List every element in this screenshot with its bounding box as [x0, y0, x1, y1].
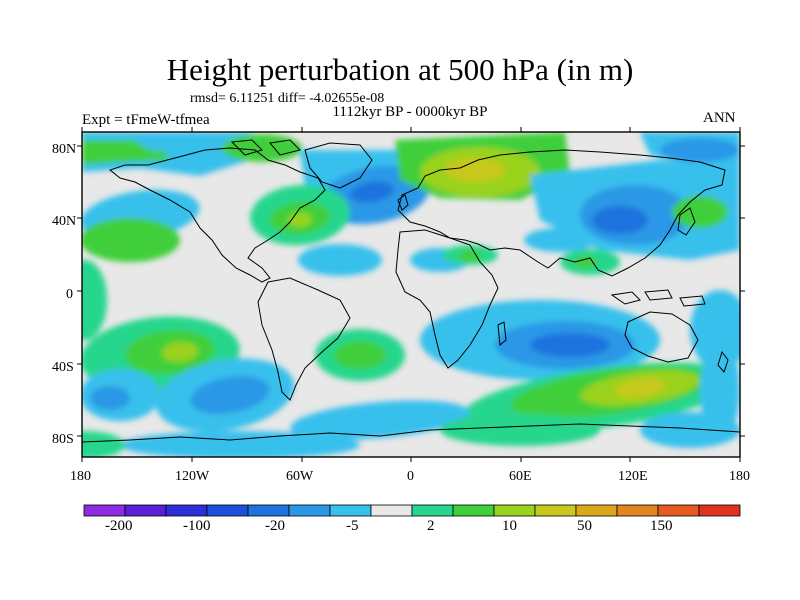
lon-label-180e: 180	[729, 469, 750, 484]
season-label: ANN	[703, 110, 736, 126]
contour-region	[700, 340, 740, 440]
lon-label-120w: 120W	[175, 469, 210, 484]
contour-region	[190, 375, 270, 415]
contour-region	[524, 228, 596, 252]
colorbar-swatch	[165, 504, 208, 517]
contour-region	[82, 431, 125, 457]
contour-region	[614, 378, 666, 398]
lat-label-40s: 40S	[52, 360, 74, 375]
colorbar-swatch	[83, 504, 126, 517]
experiment-label: Expt = tFmeW-tfmea	[82, 112, 210, 128]
lat-label-40n: 40N	[52, 214, 77, 229]
contour-region	[82, 218, 180, 262]
stats-text: rmsd= 6.11251 diff= -4.02655e-08	[190, 91, 385, 106]
colorbar-swatch	[698, 504, 741, 517]
colorbar-swatch	[288, 504, 331, 517]
contour-region	[530, 333, 610, 357]
colorbar-swatch	[534, 504, 577, 517]
contour-region	[334, 341, 386, 369]
colorbar-label: -100	[183, 518, 211, 534]
contour-region	[350, 181, 394, 203]
colorbar-label: 2	[427, 518, 435, 534]
colorbar-label: -5	[346, 518, 359, 534]
lat-label-0: 0	[66, 287, 73, 302]
lon-label-0: 0	[407, 469, 414, 484]
contour-region	[445, 158, 505, 182]
contour-region	[90, 386, 130, 410]
map-title: Height perturbation at 500 hPa (in m)	[166, 52, 634, 87]
colorbar-swatch	[493, 504, 536, 517]
colorbar-label: -20	[265, 518, 285, 534]
contour-region	[290, 400, 470, 440]
contour-region	[120, 431, 360, 457]
colorbar-swatch	[657, 504, 700, 517]
colorbar-label: 50	[577, 518, 592, 534]
contour-region	[458, 250, 482, 262]
contour-region	[592, 206, 648, 234]
colorbar-swatch	[206, 504, 249, 517]
contour-region	[672, 196, 728, 228]
lon-label-180w: 180	[70, 469, 91, 484]
period-label: 1112kyr BP - 0000kyr BP	[332, 104, 488, 120]
colorbar-label: 10	[502, 518, 517, 534]
colorbar-swatch	[575, 504, 618, 517]
colorbar-swatch	[616, 504, 659, 517]
colorbar-swatch	[452, 504, 495, 517]
contour-region	[660, 138, 740, 162]
colorbar-label: 150	[650, 518, 673, 534]
lon-label-60e: 60E	[509, 469, 532, 484]
contour-region	[298, 244, 382, 276]
colorbar-swatch	[124, 504, 167, 517]
contour-fill-layer	[82, 132, 740, 457]
coastlines	[82, 139, 740, 443]
colorbar-swatch	[411, 504, 454, 517]
lat-label-80n: 80N	[52, 142, 77, 157]
contour-region	[82, 260, 107, 340]
colorbar-label: -200	[105, 518, 133, 534]
contour-region	[162, 341, 198, 363]
lat-label-80s: 80S	[52, 432, 74, 447]
lon-label-120e: 120E	[618, 469, 648, 484]
colorbar-swatch	[370, 504, 413, 517]
colorbar-swatch	[329, 504, 372, 517]
contour-region	[440, 414, 600, 446]
colorbar	[83, 504, 741, 517]
colorbar-swatch	[247, 504, 290, 517]
lon-label-60w: 60W	[286, 469, 314, 484]
